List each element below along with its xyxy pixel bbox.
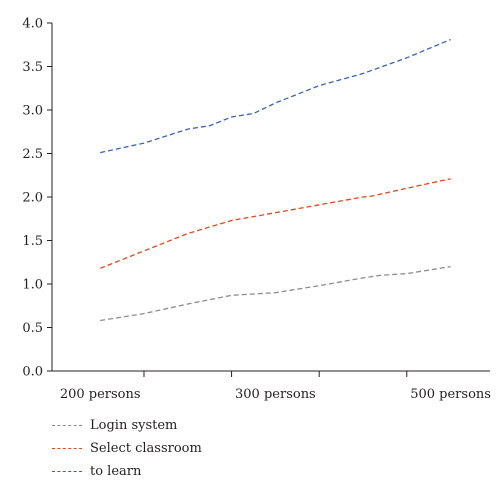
x-tick-label: 200 persons	[60, 387, 141, 402]
y-tick-label: 1.0	[22, 278, 43, 293]
legend-label: Login system	[90, 418, 178, 433]
y-tick-label: 3.5	[22, 60, 43, 75]
y-tick-label: 0.5	[22, 321, 43, 336]
legend-label: to learn	[90, 464, 142, 479]
y-tick-label: 2.5	[22, 147, 43, 162]
series-line-select-classroom	[99, 178, 451, 269]
legend-swatch	[52, 448, 82, 449]
y-tick-label: 4.0	[22, 17, 43, 32]
series-line-to-learn	[100, 38, 451, 154]
axes	[51, 23, 490, 372]
legend-label: Select classroom	[90, 441, 202, 456]
y-tick-label: 2.0	[22, 191, 43, 206]
x-tick-label: 500 persons	[410, 387, 491, 402]
series-line-login-system	[100, 265, 451, 322]
legend-item: to learn	[52, 460, 202, 483]
y-tick-label: 0.0	[22, 365, 43, 380]
y-tick-label: 3.0	[22, 104, 43, 119]
legend-swatch	[52, 471, 82, 472]
series-layer	[99, 38, 451, 322]
legend-item: Login system	[52, 414, 202, 437]
legend-item: Select classroom	[52, 437, 202, 460]
x-tick-label: 300 persons	[235, 387, 316, 402]
legend-swatch	[52, 425, 82, 426]
legend: Login system Select classroom to learn	[52, 414, 202, 483]
y-tick-label: 1.5	[22, 234, 43, 249]
ticks-layer: 0.0 0.5 1.0 1.5 2.0 2.5 3.0 3.5 4.0 200 persons 30…	[22, 17, 491, 403]
